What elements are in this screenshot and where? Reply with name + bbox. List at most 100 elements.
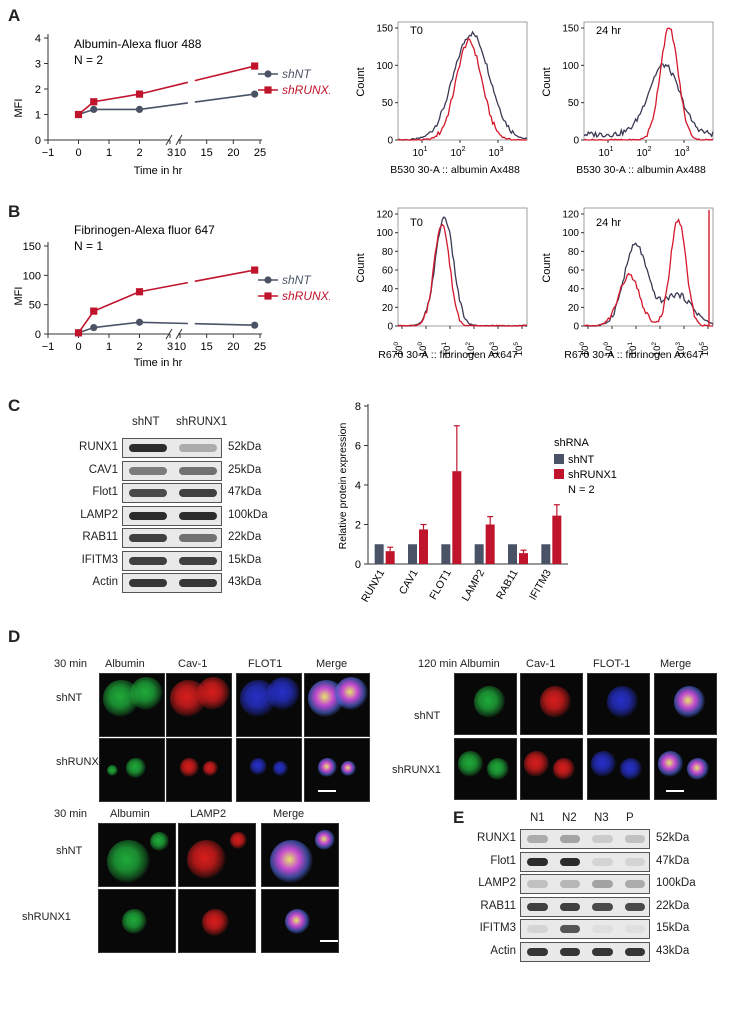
x-tick-label: 2 [136,147,142,159]
micrograph-tile [587,738,650,800]
blot-row-label: CAV1 [88,463,118,476]
data-point [135,90,144,98]
y-tick-label: 0 [355,559,361,571]
bar [485,524,495,564]
hist-xlabel: R670 30-A :: fibrinogen Ax647 [378,349,518,361]
hist-y-tick: 50 [568,98,580,109]
x-tick-label: LAMP2 [460,567,488,603]
x-tick-label: 3 [167,147,173,159]
hist-xlabel: B530 30-A :: albumin Ax488 [390,164,520,176]
x-tick-label: 1 [106,147,112,159]
hist-y-tick: 100 [562,228,579,239]
blot-row-label: RUNX1 [477,832,516,844]
data-point [135,318,144,326]
hist-y-tick: 150 [376,24,393,35]
column-header: Albumin [110,808,150,820]
panel-time-label: 30 min [54,808,88,820]
blot-kda-label: 15kDa [656,922,690,934]
column-header: Albumin [460,658,500,670]
micrograph-tile [236,673,302,737]
legend-entry: shRUNX1 [282,289,330,303]
blot-kda-label: 52kDa [228,441,262,453]
x-tick-label: RAB11 [494,567,521,601]
hist-ylabel: Count [355,253,367,282]
column-header: Cav-1 [178,658,208,670]
bar [474,544,484,564]
data-point [251,266,259,274]
micrograph-tile [178,823,256,887]
hist-x-tick: 101 [412,146,427,159]
hist-y-tick: 100 [376,61,393,72]
x-tick-label: 25 [254,147,266,159]
hist-time-label: T0 [410,217,423,229]
row-label: shNT [56,692,83,704]
y-tick-label: 1 [35,110,41,122]
y-axis-label: Relative protein expression [337,423,349,550]
x-tick-label: 15 [201,147,213,159]
blot-strip [520,919,650,939]
hist-y-tick: 40 [568,284,580,295]
bar [519,553,528,564]
legend-entry: shRUNX1 [282,83,330,97]
blot-lane-header: P [626,812,634,824]
x-axis-label: Time in hr [134,165,183,177]
hist-ylabel: Count [355,67,367,96]
micrograph-tile [99,738,165,802]
hist-frame [397,21,528,141]
legend-entry: shRUNX1 [568,469,617,481]
micrograph-tile [520,738,583,800]
y-axis-label: MFI [13,287,25,306]
legend-entry: shNT [568,454,595,466]
bar [541,544,551,564]
micrograph-tile [261,823,339,887]
blot-kda-label: 43kDa [656,944,690,957]
x-tick-label: −1 [42,147,55,159]
x-tick-label: 20 [227,147,239,159]
y-tick-label: 2 [355,520,361,532]
column-header: Albumin [105,658,145,670]
bar [374,544,384,564]
y-tick-label: 4 [35,33,41,45]
y-tick-label: 6 [355,441,361,453]
row-label: shRUNX1 [392,764,441,776]
bar [441,544,451,564]
micrograph-tile [236,738,302,802]
blot-kda-label: 47kDa [228,486,262,498]
micrograph-tile [98,889,176,953]
blot-lane-header: N1 [530,812,545,824]
series-line-shRUNX1 [77,291,140,334]
blot-strip [122,460,222,481]
micrograph-tile [98,823,176,887]
legend-entry: shNT [282,273,312,287]
panel-label-d: D [8,627,21,646]
data-point [90,98,98,106]
hist-y-tick: 80 [568,247,580,258]
panel-label-a: A [8,6,21,25]
blot-row-label: LAMP2 [80,508,118,521]
blot-row-label: Flot1 [92,486,118,498]
micrograph-tile [304,673,370,737]
hist-x-tick: 103 [674,146,689,159]
blot-kda-label: 22kDa [228,531,262,543]
blot-strip [520,941,650,962]
column-header: LAMP2 [190,808,227,820]
scale-bar [666,790,684,792]
chart-title: Fibrinogen-Alexa fluor 647 [74,223,215,237]
blot-strip [520,829,650,849]
micrograph-tile [520,673,583,735]
blot-kda-label: 43kDa [228,576,262,588]
panel-label-c: C [8,396,21,415]
bar [385,551,395,564]
blot-kda-label: 15kDa [228,553,262,566]
y-tick-label: 8 [355,401,361,413]
chart-subtitle: N = 1 [74,239,103,253]
data-point [251,62,259,70]
hist-y-tick: 100 [376,228,393,239]
column-header: Cav-1 [526,658,556,670]
x-tick-label: 15 [201,341,213,353]
micrograph-tile [261,889,339,953]
row-label: shRUNX1 [56,756,105,768]
